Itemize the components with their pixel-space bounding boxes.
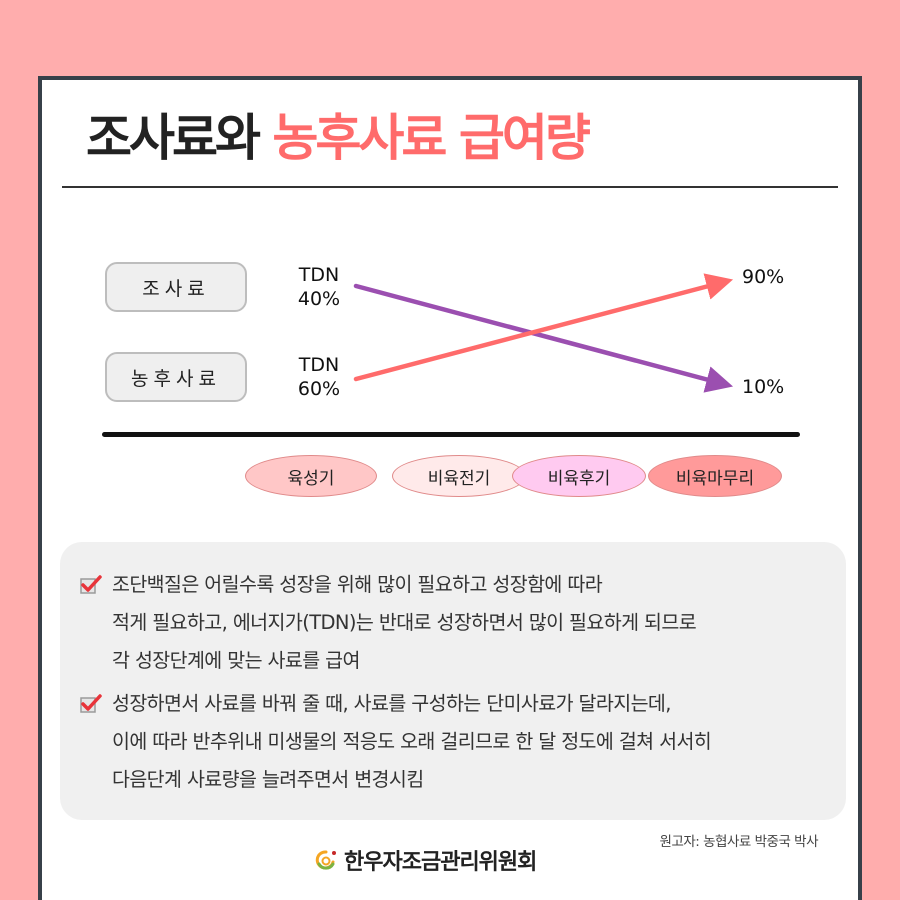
timeline-axis [102, 432, 800, 437]
roughage-end-value: 10% [742, 376, 785, 398]
stage-late-fattening: 비육후기 [512, 455, 646, 497]
label-concentrate-text: 농후사료 [131, 367, 221, 390]
note-line: 각 성장단계에 맞는 사료를 급여 [112, 649, 360, 672]
stage-label: 비육마무리 [675, 468, 755, 489]
concentrate-end-value: 90% [742, 266, 785, 288]
tdn-percent: 40% [297, 288, 341, 310]
tdn-percent: 60% [297, 378, 341, 400]
note-item: 조단백질은 어릴수록 성장을 위해 많이 필요하고 성장함에 따라 적게 필요하… [80, 566, 820, 680]
roughage-start-value: TDN 40% [284, 263, 354, 311]
card-frame: 조사료와 농후사료 급여량 조사료 농후사료 TDN 40% TDN 60% 9… [38, 76, 862, 900]
stage-label: 비육전기 [427, 468, 491, 489]
checkbox-checked-icon [80, 575, 102, 594]
notes-box: 조단백질은 어릴수록 성장을 위해 많이 필요하고 성장함에 따라 적게 필요하… [60, 542, 846, 820]
note-item: 성장하면서 사료를 바꿔 줄 때, 사료를 구성하는 단미사료가 달라지는데, … [80, 685, 820, 799]
author-credit: 원고자: 농협사료 박중국 박사 [659, 834, 819, 850]
concentrate-trend-arrow [353, 273, 734, 382]
title-part-roughage: 조사료와 [86, 109, 261, 167]
stage-finishing: 비육마무리 [648, 455, 782, 497]
stage-label: 육성기 [287, 468, 335, 489]
label-concentrate: 농후사료 [105, 352, 247, 402]
stage-label: 비육후기 [547, 468, 611, 489]
stage-early-fattening: 비육전기 [392, 455, 526, 497]
hanwoo-logo-icon [315, 850, 336, 870]
note-line: 이에 따라 반추위내 미생물의 적응도 오래 걸리므로 한 달 정도에 걸쳐 서… [112, 730, 712, 753]
roughage-trend-arrow [353, 283, 734, 393]
note-line: 다음단계 사료량을 늘려주면서 변경시킴 [112, 768, 424, 791]
tdn-label: TDN [298, 264, 340, 286]
label-roughage: 조사료 [105, 262, 247, 312]
tdn-label: TDN [298, 354, 340, 376]
page-title: 조사료와 농후사료 급여량 [86, 106, 591, 170]
title-part-concentrate: 농후사료 급여량 [272, 109, 590, 167]
title-divider [62, 186, 838, 188]
concentrate-start-value: TDN 60% [284, 353, 354, 401]
org-logo: 한우자조금관리위원회 [314, 844, 537, 876]
note-line: 조단백질은 어릴수록 성장을 위해 많이 필요하고 성장함에 따라 [112, 573, 603, 596]
label-roughage-text: 조사료 [142, 277, 210, 300]
org-name: 한우자조금관리위원회 [344, 850, 537, 875]
stage-growing: 육성기 [245, 455, 377, 497]
note-line: 성장하면서 사료를 바꿔 줄 때, 사료를 구성하는 단미사료가 달라지는데, [112, 692, 671, 715]
checkbox-checked-icon [80, 694, 102, 713]
note-line: 적게 필요하고, 에너지가(TDN)는 반대로 성장하면서 많이 필요하게 되므… [112, 611, 697, 634]
trend-arrows [102, 273, 800, 437]
